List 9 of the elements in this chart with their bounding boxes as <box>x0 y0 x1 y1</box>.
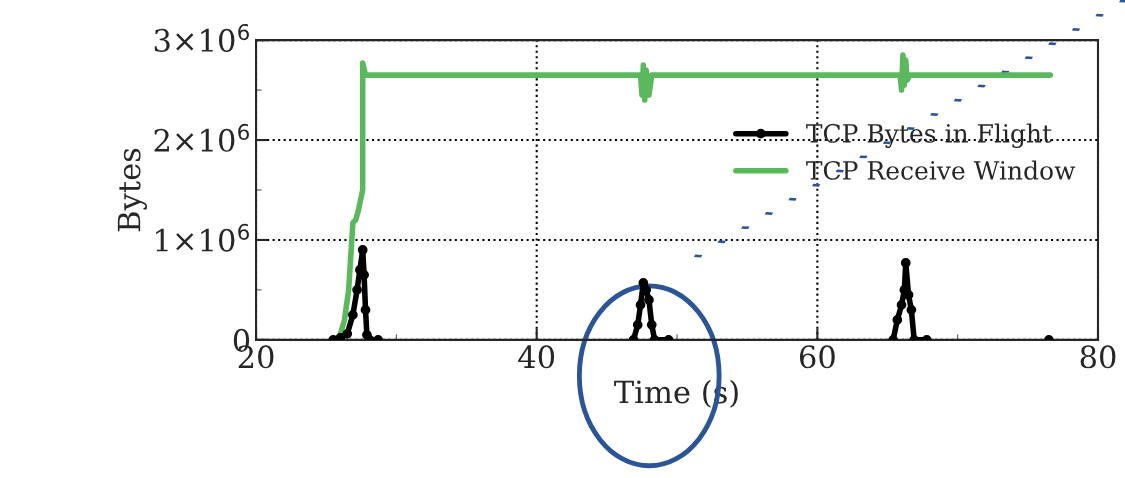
x-tick-label: 60 <box>799 345 835 369</box>
legend-label: TCP Receive Window <box>806 160 1076 180</box>
x-tick-label: 80 <box>1080 345 1116 369</box>
legend-label: TCP Bytes in Flight <box>806 123 1052 148</box>
y-tick-label: 3×10$^{6}$ <box>154 23 249 52</box>
y-axis-title: Bytes <box>117 148 147 232</box>
y-tick-label: 2×10$^{6}$ <box>154 123 249 152</box>
x-tick-label: 40 <box>518 345 555 369</box>
y-tick-label: 1×10$^{6}$ <box>156 223 249 252</box>
